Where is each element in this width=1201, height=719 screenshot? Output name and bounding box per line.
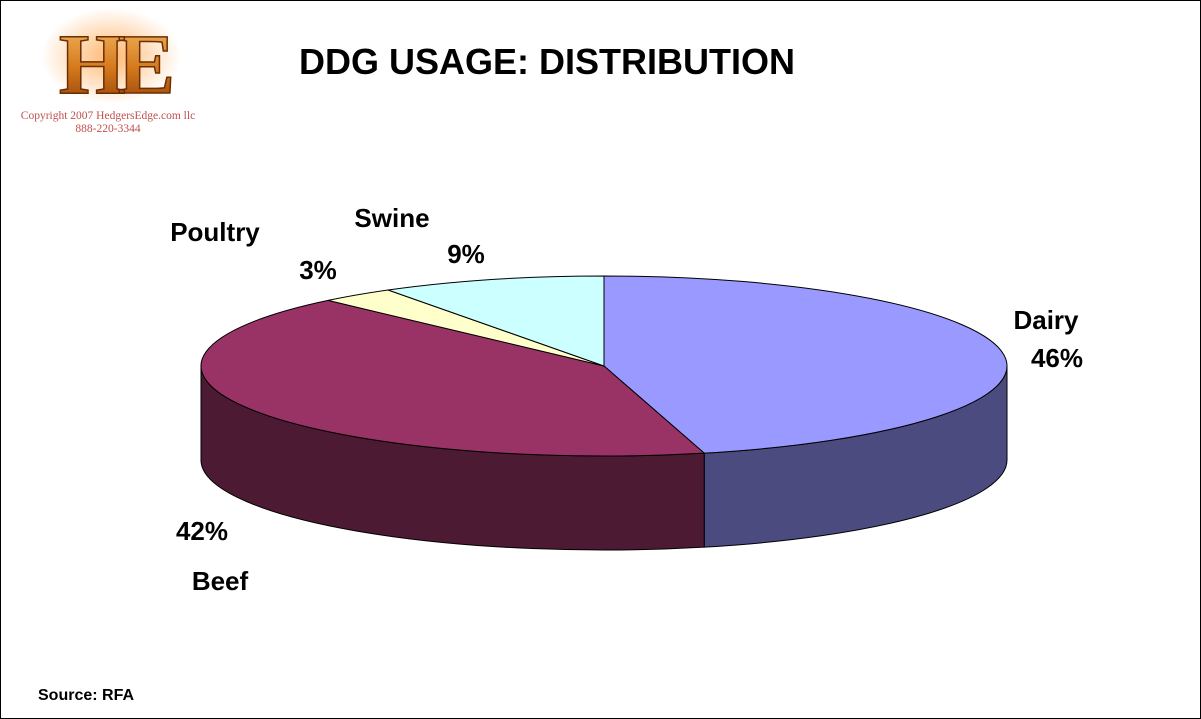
label-poultry: Poultry	[170, 217, 260, 247]
pie-sides	[200, 365, 1008, 551]
value-beef: 42%	[176, 516, 228, 546]
label-dairy: Dairy	[1013, 305, 1079, 335]
pie-slice-beef	[200, 299, 706, 457]
pie-labels: Dairy 46% Beef 42% Poultry 3% Swine 9%	[170, 203, 1083, 596]
copyright-text: Copyright 2007 HedgersEdge.com llc	[20, 110, 196, 122]
chart-title: DDG USAGE: DISTRIBUTION	[299, 41, 796, 82]
source-note: Source: RFA	[38, 687, 135, 704]
logo-mark: HE	[41, 8, 181, 113]
label-beef: Beef	[192, 566, 249, 596]
value-swine: 9%	[447, 239, 485, 269]
logo-copyright: Copyright 2007 HedgersEdge.com llc 888-2…	[15, 110, 201, 136]
value-poultry: 3%	[299, 255, 337, 285]
value-dairy: 46%	[1031, 343, 1083, 373]
logo-letters: HE	[59, 16, 171, 111]
label-swine: Swine	[354, 203, 429, 233]
pie-slices	[200, 275, 1008, 457]
logo: HE Copyright 2007 HedgersEdge.com llc 88…	[1, 1, 231, 151]
pie-slice-dairy	[603, 275, 1008, 454]
pie-slice-swine	[387, 275, 605, 367]
phone-number: 888-220-3344	[75, 123, 141, 135]
